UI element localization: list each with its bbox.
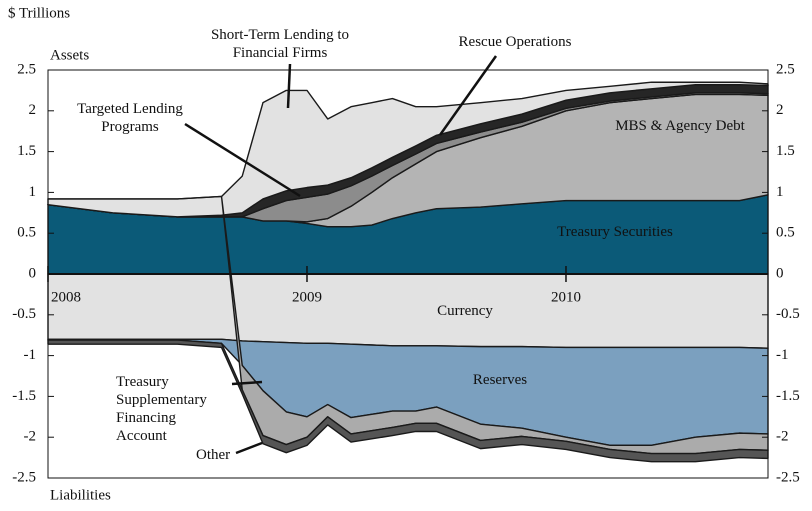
x-tick-label: 2009 — [292, 289, 322, 305]
y-tick-label: -0.5 — [776, 306, 800, 322]
y-tick-label: -1.5 — [776, 388, 800, 404]
leader — [231, 380, 263, 386]
leader-lines — [184, 55, 498, 455]
series-label: Targeted Lending Programs — [77, 101, 183, 135]
series-label: Reserves — [472, 372, 528, 388]
y-tick-label: 0 — [776, 265, 784, 281]
series-label: Rescue Operations — [458, 34, 572, 50]
y-tick-label: 0.5 — [776, 225, 795, 241]
y-tick-label: 2 — [776, 102, 784, 118]
y-tick-label: -2.5 — [12, 469, 36, 485]
y-tick-label: 1.5 — [776, 143, 795, 159]
assets-label: Assets — [50, 47, 89, 63]
y-tick-label: -1 — [24, 347, 37, 363]
y-tick-label: -2.5 — [776, 469, 800, 485]
liabilities-label: Liabilities — [50, 487, 111, 503]
areas — [47, 81, 769, 463]
series-label: MBS & Agency Debt — [615, 118, 745, 134]
y-tick-label: 0.5 — [17, 225, 36, 241]
y-tick-label: -1 — [776, 347, 789, 363]
series-label: Currency — [437, 303, 493, 319]
y-tick-label: -2 — [24, 429, 37, 445]
leader — [286, 63, 292, 109]
y-tick-label: 0 — [29, 265, 37, 281]
series-label: Other — [196, 447, 231, 463]
x-tick-label: 2010 — [551, 289, 581, 305]
series-label: Treasury Securities — [557, 224, 673, 240]
y-tick-label: 2 — [29, 102, 37, 118]
y-tick-label: -0.5 — [12, 306, 36, 322]
series-label: Treasury Supplementary Financing Account — [116, 374, 207, 444]
y-tick-label: -2 — [776, 429, 789, 445]
y-tick-label: 1 — [29, 184, 37, 200]
y-tick-label: 2.5 — [17, 61, 36, 77]
leader — [235, 441, 263, 455]
leader — [438, 55, 498, 136]
y-tick-label: 1.5 — [17, 143, 36, 159]
unit-label: $ Trillions — [8, 5, 70, 21]
y-tick-label: 2.5 — [776, 61, 795, 77]
series-label: Short-Term Lending to Financial Firms — [210, 27, 350, 61]
x-tick-label: 2008 — [51, 289, 81, 305]
leader — [184, 122, 301, 198]
axes: -2.5 -2.5 -2 -2 -1.5 -1.5 -1 -1 -0.5 -0.5 0 0 0.5 0.5… — [12, 61, 800, 485]
area — [47, 273, 769, 349]
y-tick-label: -1.5 — [12, 388, 36, 404]
y-tick-label: 1 — [776, 184, 784, 200]
